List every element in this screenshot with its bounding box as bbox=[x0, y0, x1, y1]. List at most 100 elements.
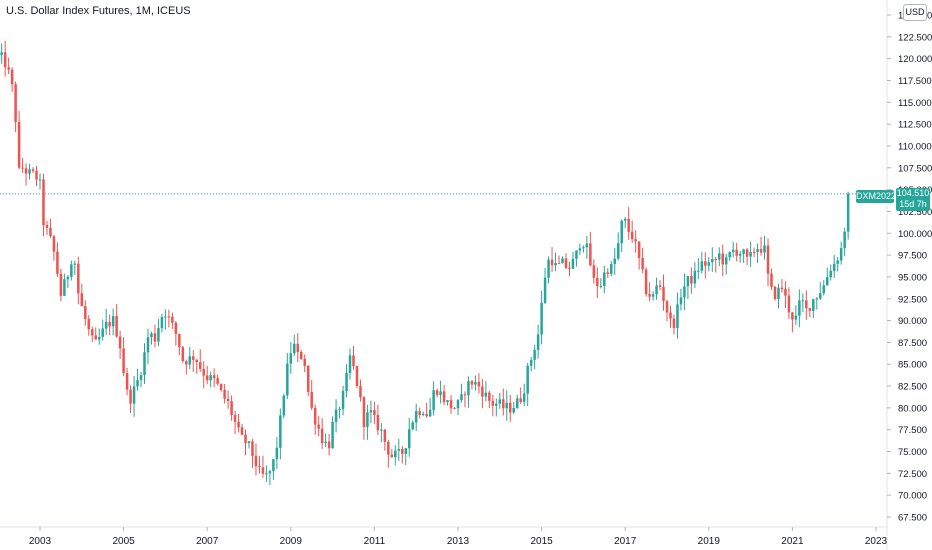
candle-body bbox=[153, 333, 157, 342]
candle-body bbox=[352, 355, 355, 367]
candle-body bbox=[679, 297, 683, 305]
candle-body bbox=[115, 316, 118, 337]
y-tick-label: 117.500 bbox=[898, 76, 932, 87]
candle-body bbox=[0, 52, 3, 56]
candle-body bbox=[662, 286, 665, 302]
candle-body bbox=[832, 263, 836, 271]
candle-body bbox=[160, 316, 164, 329]
candle-body bbox=[651, 294, 655, 297]
candle-body bbox=[564, 258, 568, 268]
candle-body bbox=[261, 467, 265, 474]
candle-body bbox=[212, 375, 216, 379]
y-tick-label: 77.500 bbox=[898, 425, 927, 436]
y-axis[interactable]: 67.500 70.000 72.500 75.000 77.500 80.000 82.5… bbox=[887, 11, 932, 524]
candle-body bbox=[10, 69, 14, 85]
candle-body bbox=[533, 349, 536, 360]
candle-body bbox=[387, 441, 390, 455]
candle-body bbox=[251, 441, 254, 456]
y-tick-label: 85.000 bbox=[898, 360, 927, 371]
candle-body bbox=[578, 248, 582, 251]
candle-body bbox=[348, 355, 352, 374]
candle-body bbox=[637, 241, 641, 258]
candle-body bbox=[38, 179, 42, 181]
candle-body bbox=[108, 321, 111, 327]
y-tick-label: 82.500 bbox=[898, 382, 927, 393]
candle-body bbox=[752, 251, 756, 253]
candle-body bbox=[139, 375, 143, 381]
candle-body bbox=[756, 249, 759, 252]
candle-body bbox=[90, 329, 94, 336]
candle-body bbox=[721, 253, 724, 265]
candle-body bbox=[233, 415, 237, 422]
candle-body bbox=[397, 449, 401, 451]
candle-body bbox=[801, 300, 805, 302]
y-tick-label: 107.500 bbox=[898, 163, 932, 174]
candle-body bbox=[247, 441, 251, 444]
candle-body bbox=[226, 398, 230, 402]
candle-body bbox=[282, 395, 286, 416]
x-tick-label: 2007 bbox=[196, 536, 219, 547]
y-tick-label: 112.500 bbox=[898, 120, 932, 131]
candle-body bbox=[467, 381, 470, 396]
candle-body bbox=[798, 300, 801, 316]
x-tick-label: 2021 bbox=[781, 536, 804, 547]
candle-body bbox=[101, 328, 104, 337]
candle-body bbox=[254, 455, 258, 467]
candle-body bbox=[589, 243, 592, 266]
candle-body bbox=[49, 227, 52, 237]
candle-body bbox=[331, 421, 334, 449]
candle-body bbox=[815, 298, 819, 300]
candle-body bbox=[585, 243, 589, 248]
candle-body bbox=[202, 368, 205, 376]
candle-body bbox=[812, 299, 815, 311]
candle-body bbox=[77, 263, 80, 294]
candle-body bbox=[508, 402, 512, 413]
candle-body bbox=[763, 245, 766, 253]
candle-body bbox=[167, 316, 171, 318]
last-price-value: 104.510 bbox=[896, 188, 930, 198]
candle-body bbox=[669, 312, 672, 319]
candle-body bbox=[512, 407, 515, 413]
candle-body bbox=[749, 251, 752, 257]
candle-body bbox=[125, 373, 129, 390]
candle-body bbox=[401, 449, 404, 454]
currency-button[interactable]: USD bbox=[903, 4, 927, 21]
candles bbox=[0, 40, 850, 486]
candle-body bbox=[846, 193, 850, 232]
candle-body bbox=[456, 400, 460, 409]
candle-body bbox=[825, 277, 829, 286]
candle-body bbox=[7, 67, 10, 70]
candle-body bbox=[73, 263, 77, 265]
candle-body bbox=[143, 352, 146, 376]
candle-body bbox=[341, 390, 345, 410]
candle-body bbox=[554, 263, 557, 266]
x-tick-label: 2013 bbox=[447, 536, 470, 547]
x-tick-label: 2019 bbox=[698, 536, 721, 547]
candle-body bbox=[244, 434, 247, 444]
candle-body bbox=[808, 308, 812, 311]
x-tick-label: 2009 bbox=[280, 536, 303, 547]
candle-body bbox=[223, 390, 226, 399]
y-tick-label: 100.000 bbox=[898, 229, 932, 240]
candle-body bbox=[738, 253, 742, 256]
chart-title: U.S. Dollar Index Futures, 1M, ICEUS bbox=[6, 5, 191, 17]
candle-body bbox=[411, 422, 414, 430]
candle-body bbox=[313, 407, 317, 425]
candle-body bbox=[216, 378, 219, 384]
x-axis[interactable]: 2003 2005 2007 2009 2011 2013 2015 2017 2019 2021… bbox=[29, 527, 888, 547]
candle-body bbox=[697, 270, 700, 272]
candle-body bbox=[390, 454, 394, 458]
candle-body bbox=[780, 287, 784, 290]
candle-body bbox=[181, 347, 185, 362]
candle-body bbox=[157, 328, 160, 342]
candle-body bbox=[766, 245, 770, 274]
candle-body bbox=[338, 409, 341, 411]
candle-body bbox=[442, 391, 446, 403]
candle-body bbox=[383, 429, 387, 442]
candle-body bbox=[759, 249, 763, 253]
candle-body bbox=[592, 265, 596, 278]
candle-body bbox=[28, 169, 31, 174]
candle-body bbox=[84, 306, 87, 319]
candle-body bbox=[376, 415, 380, 431]
